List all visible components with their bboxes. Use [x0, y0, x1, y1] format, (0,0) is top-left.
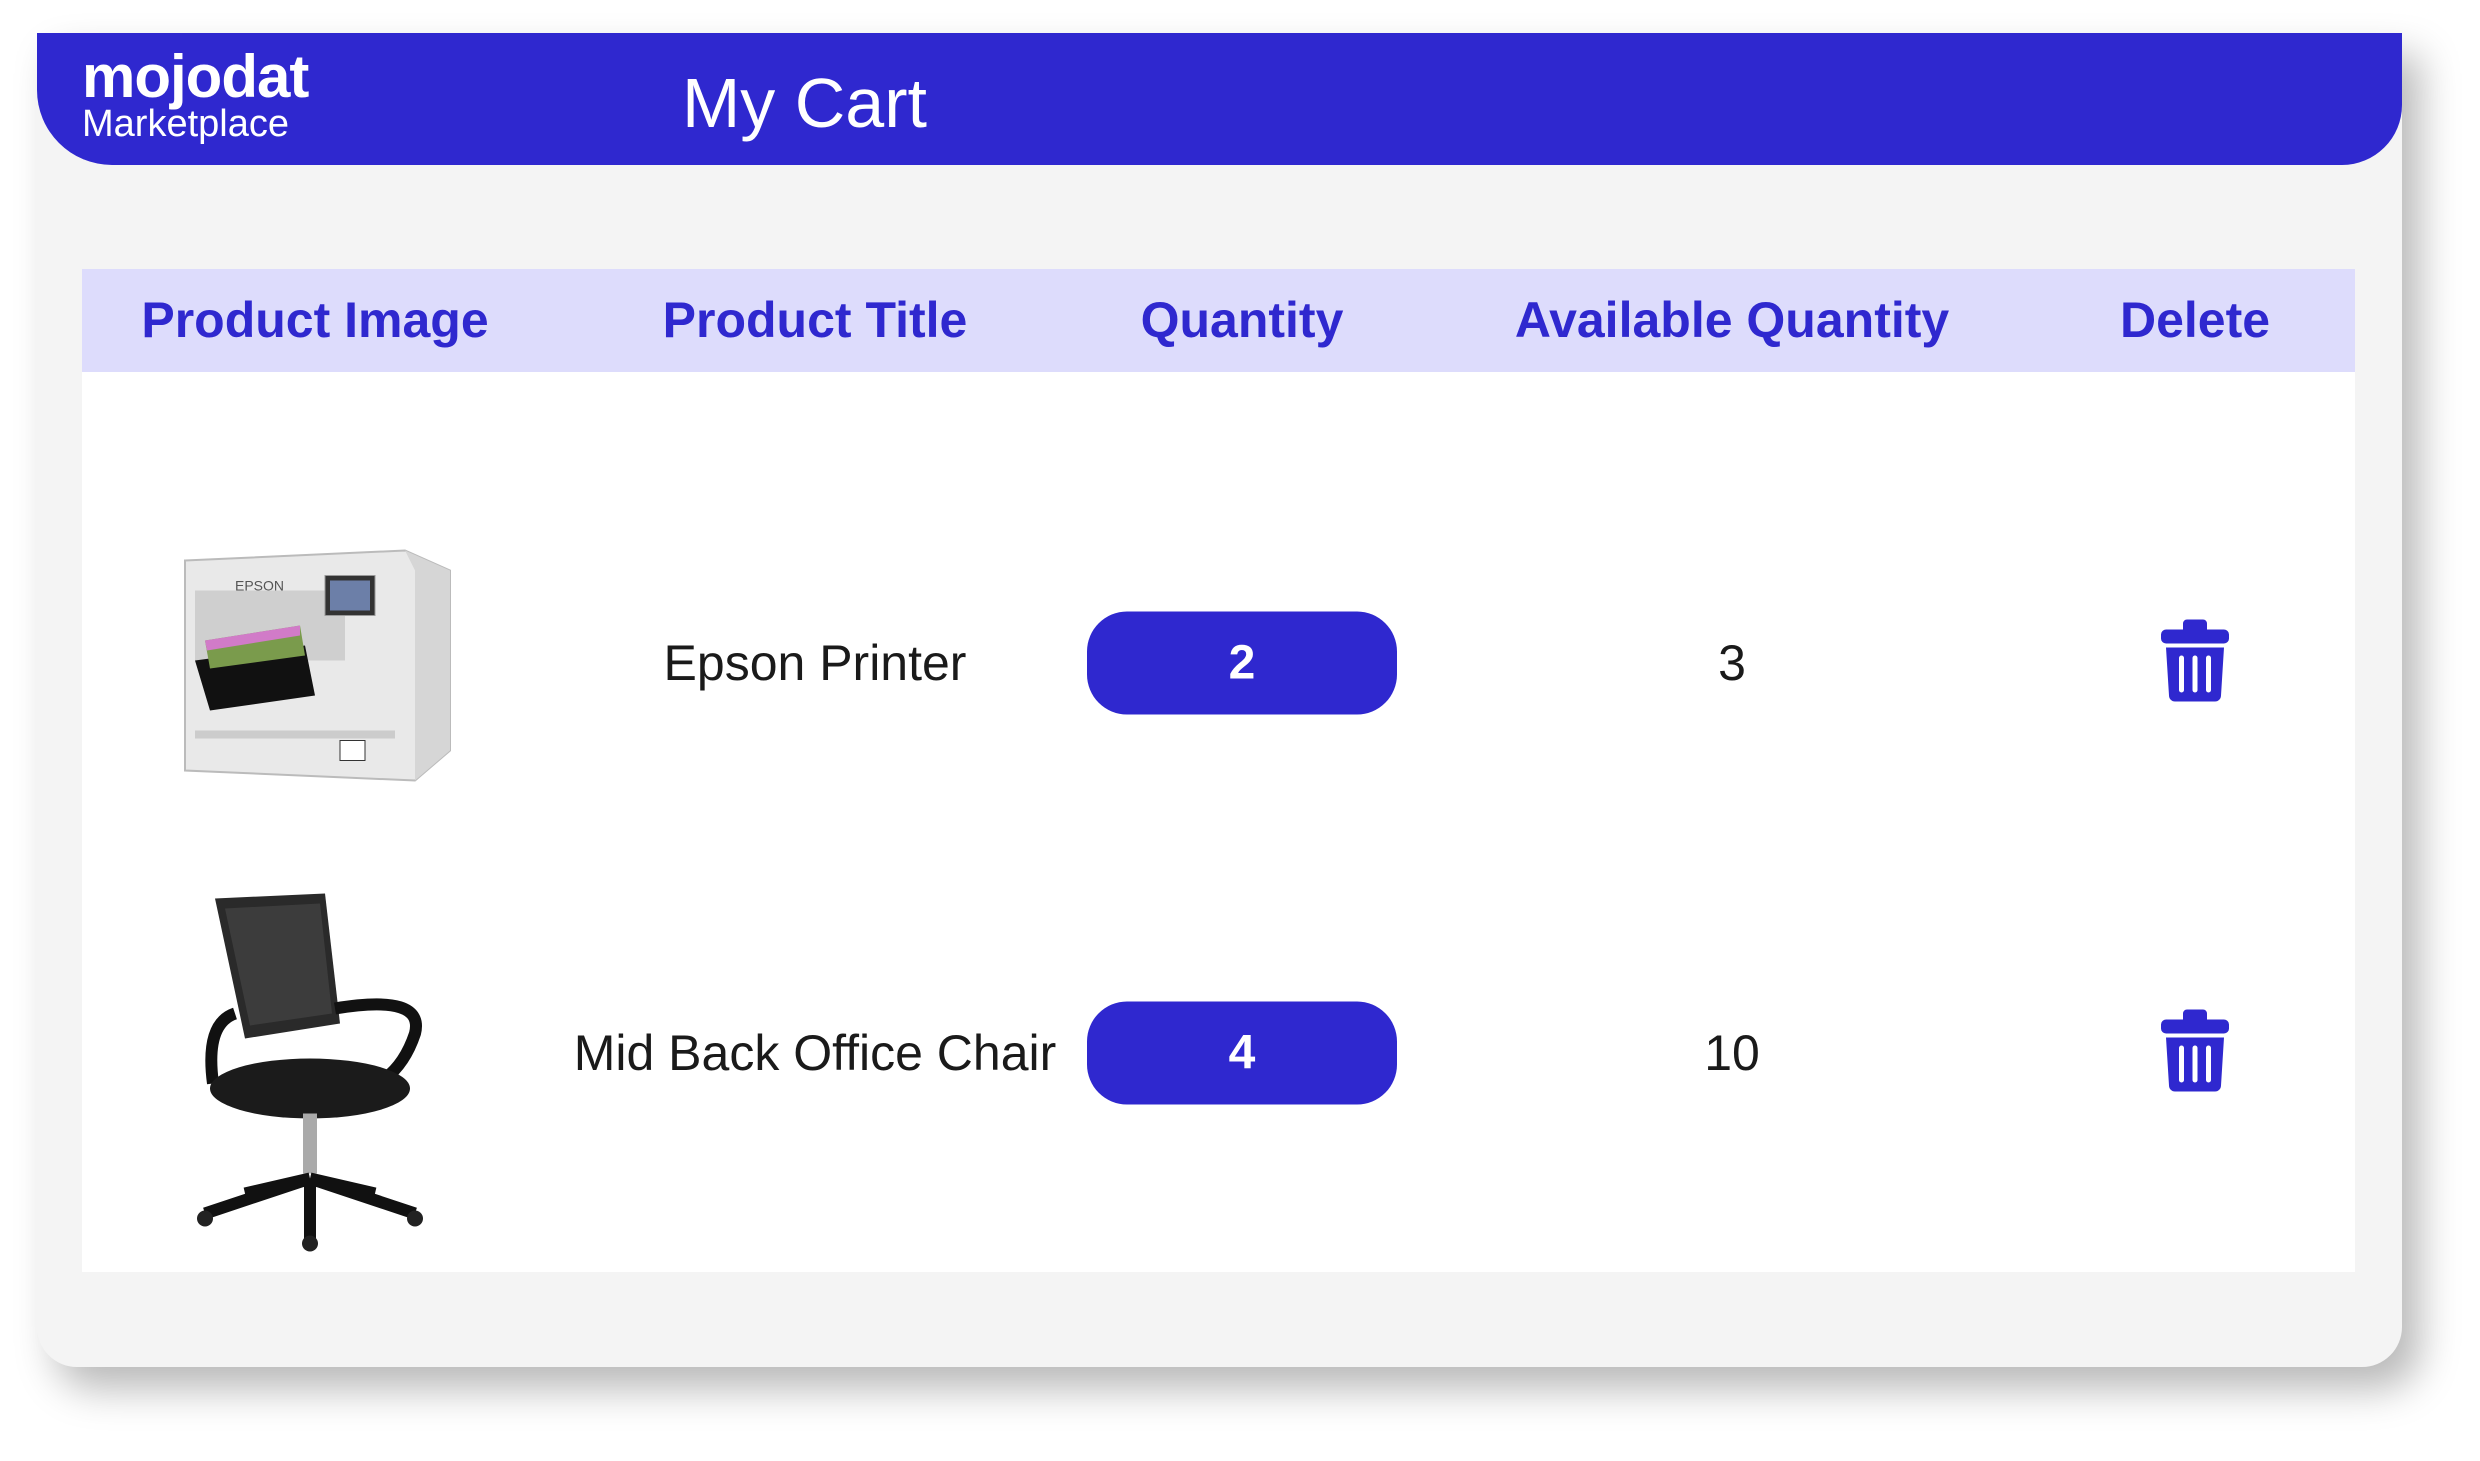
- column-header-available: Available Quantity: [1514, 292, 1950, 348]
- logo[interactable]: mojodat Marketplace: [82, 43, 309, 145]
- column-header-delete: Delete: [2119, 292, 2271, 348]
- logo-subtitle: Marketplace: [82, 103, 289, 145]
- column-header-quantity: Quantity: [1140, 292, 1344, 348]
- page-title: My Cart: [682, 64, 927, 142]
- available-quantity: 3: [1718, 635, 1746, 691]
- product-title: Epson Printer: [663, 635, 967, 691]
- table-row: Mid Back Office Chair 4 10: [82, 858, 2355, 1252]
- product-image-office-chair: [195, 893, 435, 1259]
- logo-brand: mojodat: [82, 43, 309, 110]
- product-image-epson-printer: EPSON: [165, 531, 465, 796]
- product-title: Mid Back Office Chair: [573, 1025, 1057, 1081]
- trash-icon[interactable]: [2161, 619, 2229, 707]
- quantity-button[interactable]: 4: [1087, 1001, 1397, 1105]
- svg-text:EPSON: EPSON: [235, 578, 284, 594]
- table-header: Product Image Product Title Quantity Ava…: [82, 269, 2355, 372]
- cart-card: mojodat Marketplace My Cart Product Imag…: [37, 33, 2402, 1367]
- trash-icon[interactable]: [2161, 1009, 2229, 1097]
- app-header: mojodat Marketplace My Cart: [37, 33, 2402, 165]
- column-header-image: Product Image: [141, 292, 489, 348]
- available-quantity: 10: [1704, 1025, 1760, 1081]
- column-header-title: Product Title: [662, 292, 968, 348]
- cart-table: Product Image Product Title Quantity Ava…: [82, 269, 2355, 1272]
- table-row: EPSON Epson Printer 2 3: [82, 468, 2355, 858]
- quantity-button[interactable]: 2: [1087, 611, 1397, 715]
